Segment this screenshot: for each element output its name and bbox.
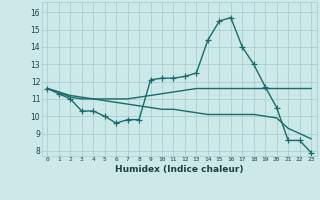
X-axis label: Humidex (Indice chaleur): Humidex (Indice chaleur) — [115, 165, 244, 174]
